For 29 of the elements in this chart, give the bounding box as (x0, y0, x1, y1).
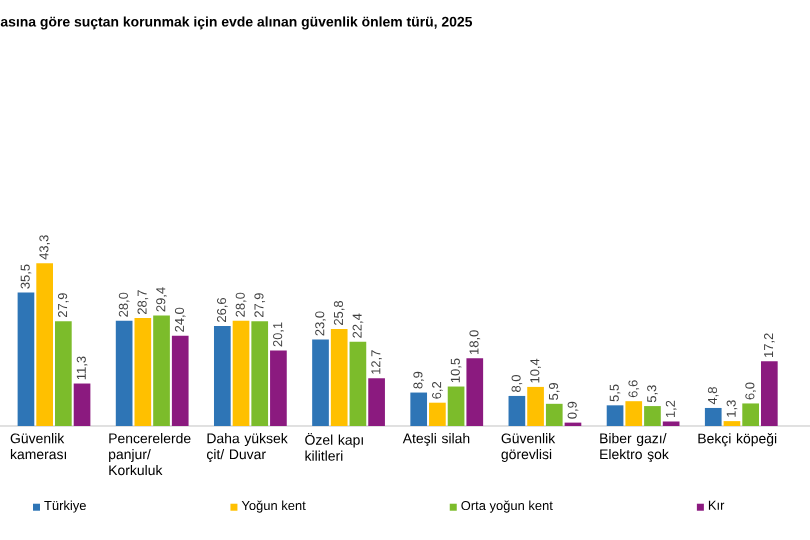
bar (606, 405, 624, 426)
bar (527, 386, 544, 426)
bar (330, 329, 348, 426)
bar (134, 318, 152, 426)
bar (153, 315, 170, 426)
bar (368, 378, 385, 426)
bar (73, 383, 91, 426)
bar (760, 361, 778, 426)
bar (213, 326, 231, 426)
bar (545, 403, 563, 426)
bar (55, 321, 72, 426)
bar (508, 395, 526, 426)
bar (349, 341, 367, 426)
bar (171, 335, 189, 426)
bar (742, 403, 759, 426)
bar (270, 350, 287, 426)
bar (36, 263, 53, 426)
bar (625, 401, 643, 426)
bar (410, 392, 428, 426)
bar (429, 402, 446, 426)
bar (115, 320, 133, 426)
bar (312, 339, 329, 426)
bar (704, 407, 722, 426)
bar (447, 386, 465, 426)
bar (251, 321, 269, 426)
bar (644, 406, 661, 426)
bar (232, 320, 250, 426)
bar (466, 358, 484, 426)
bar (17, 292, 35, 426)
